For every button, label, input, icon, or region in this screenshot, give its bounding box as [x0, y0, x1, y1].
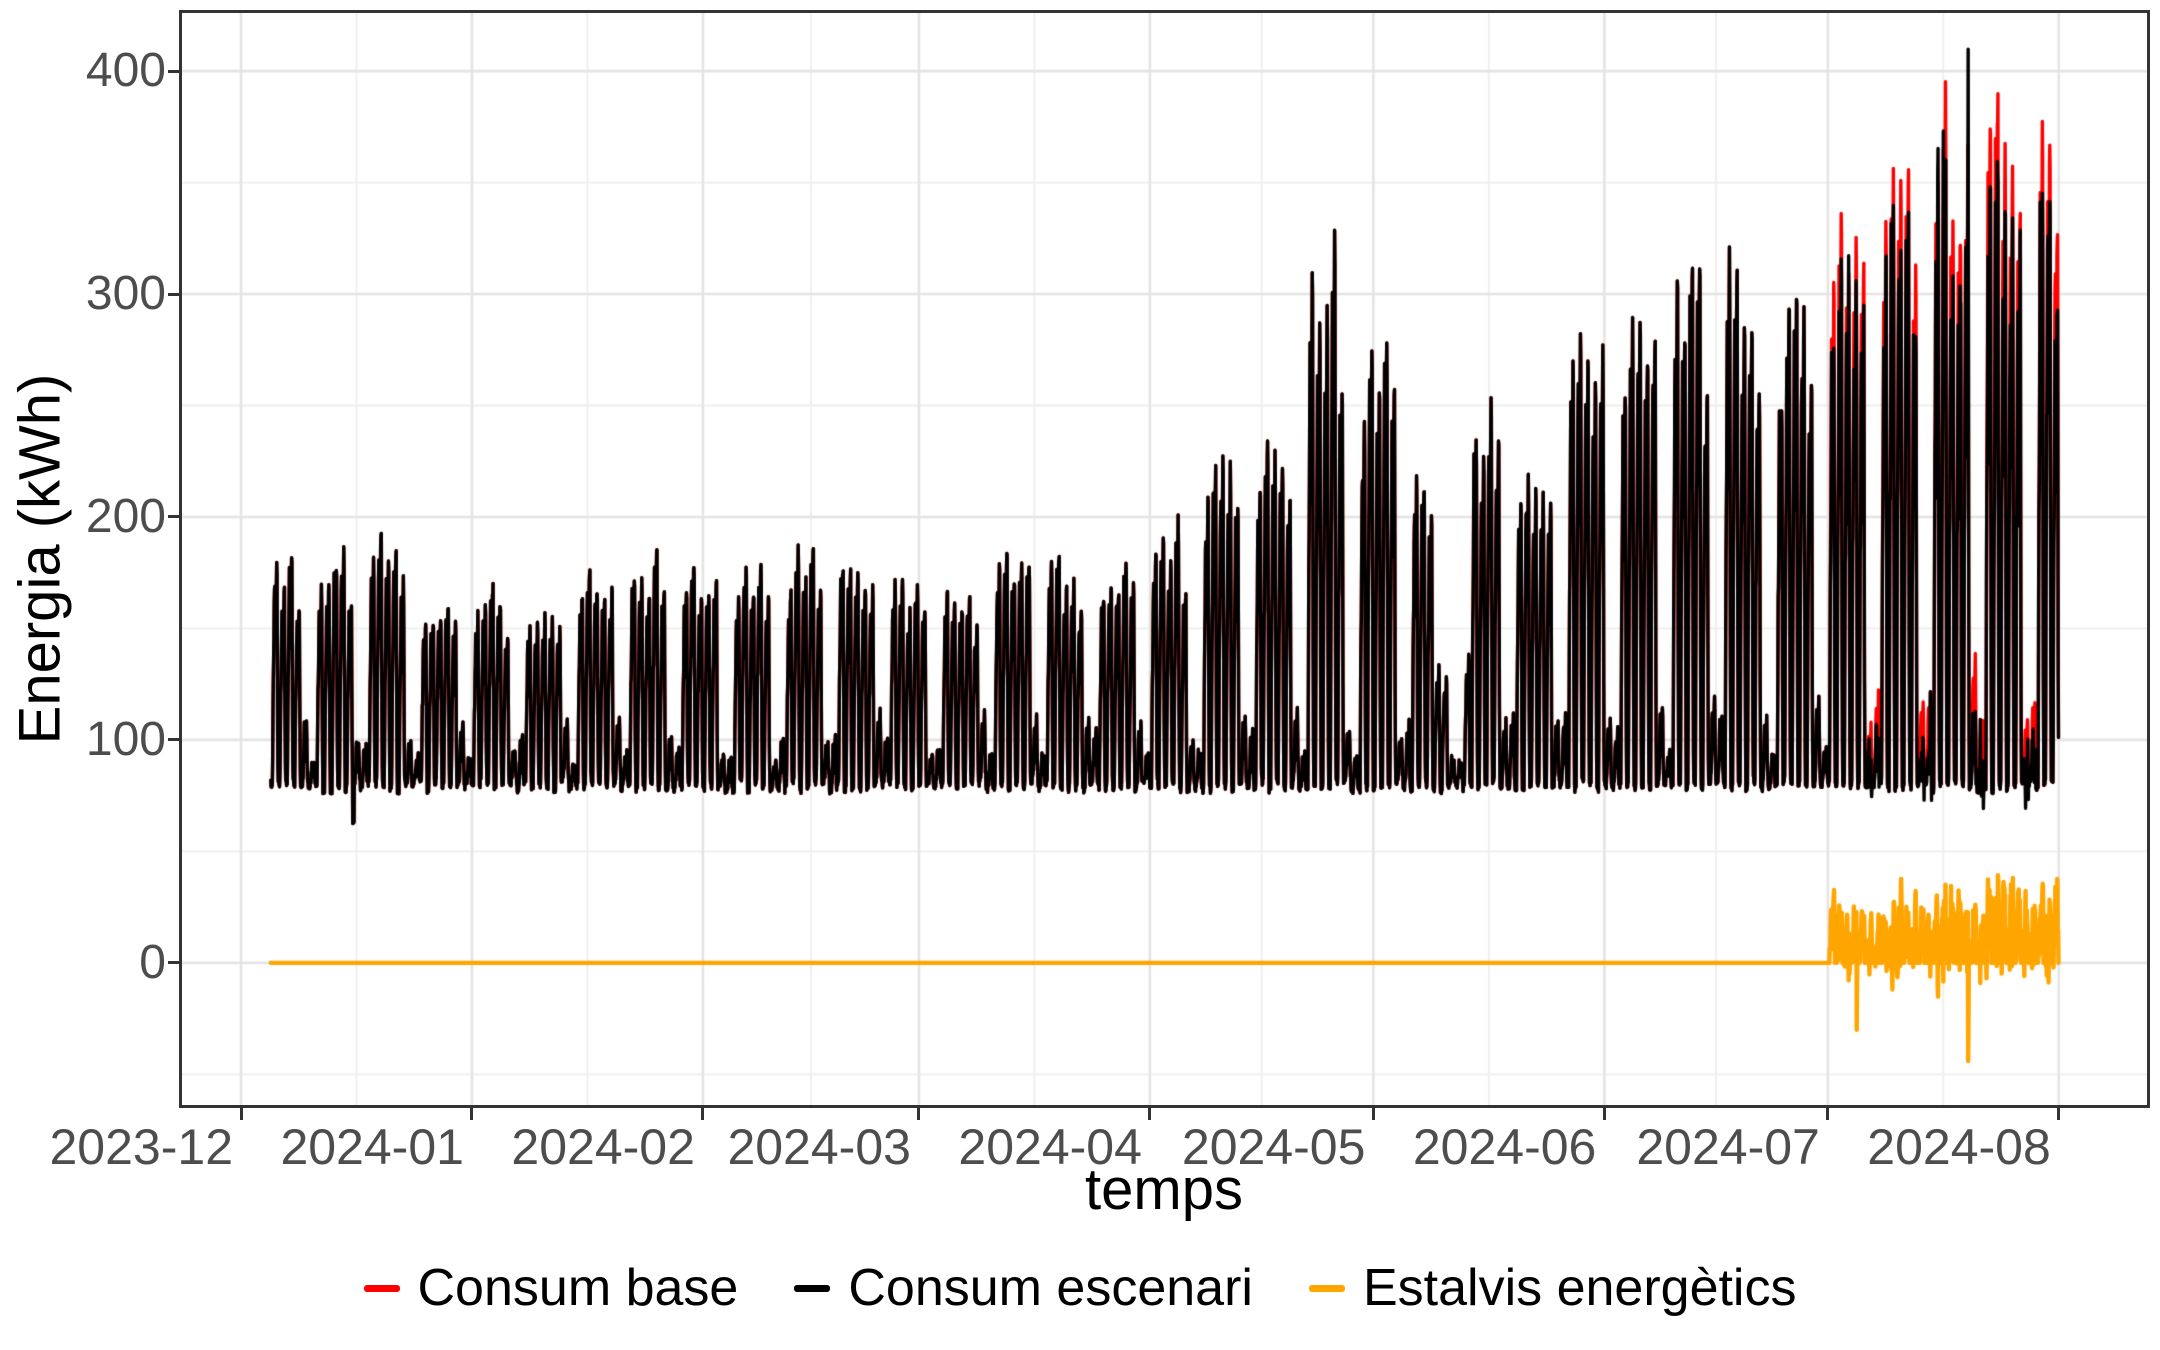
legend-item: Consum escenari [794, 1258, 1253, 1318]
x-axis-tick [701, 1107, 705, 1120]
x-axis-tick [917, 1107, 921, 1120]
x-axis-tick-label: 2023-12 [49, 1119, 234, 1175]
legend-label: Estalvis energètics [1362, 1259, 1797, 1317]
x-axis-tick [470, 1107, 474, 1120]
x-axis-title: temps [1085, 1157, 1243, 1222]
y-axis-tick [168, 292, 181, 296]
x-axis-tick-label: 2024-03 [727, 1119, 911, 1175]
y-axis-tick [168, 738, 181, 742]
x-axis-tick-label: 2024-06 [1412, 1119, 1597, 1175]
y-axis-tick [168, 69, 181, 73]
y-axis-tick [168, 961, 181, 965]
legend-key-line-icon [1308, 1284, 1345, 1292]
x-axis-tick-label: 2024-04 [958, 1119, 1142, 1175]
x-axis-tick [1826, 1107, 1830, 1120]
plot-canvas [181, 12, 2148, 1106]
y-axis-tick-label: 400 [85, 44, 166, 98]
x-axis-tick [239, 1107, 243, 1120]
legend-item: Consum base [363, 1258, 739, 1318]
legend-label: Consum base [417, 1259, 739, 1317]
x-axis-tick [2057, 1107, 2061, 1120]
y-axis-tick-label: 100 [85, 712, 166, 766]
y-axis-tick [168, 515, 181, 519]
x-axis-tick-label: 2024-01 [280, 1119, 464, 1175]
legend-key-line-icon [363, 1284, 400, 1292]
x-axis-tick-label: 2024-08 [1867, 1119, 2051, 1175]
x-axis-tick-label: 2024-02 [511, 1119, 695, 1175]
legend-key-line-icon [794, 1284, 831, 1292]
y-axis-tick-label: 0 [139, 935, 166, 989]
legend-label: Consum escenari [848, 1259, 1253, 1317]
legend-item: Estalvis energètics [1308, 1258, 1797, 1318]
x-axis-tick-label: 2024-07 [1636, 1119, 1820, 1175]
x-axis-tick [1148, 1107, 1152, 1120]
x-axis-tick [1371, 1107, 1375, 1120]
y-axis-title: Energia (kWh) [7, 373, 73, 745]
y-axis-tick-label: 300 [85, 267, 166, 321]
y-axis-tick-label: 200 [85, 489, 166, 543]
x-axis-tick-label: 2024-05 [1181, 1119, 1366, 1175]
x-axis-tick [1602, 1107, 1606, 1120]
legend: Consum base Consum escenari Estalvis energ… [0, 1258, 2160, 1318]
